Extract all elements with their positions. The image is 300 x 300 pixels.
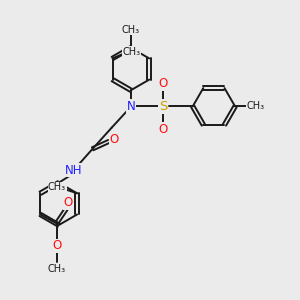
Text: O: O	[64, 196, 73, 209]
Text: CH₃: CH₃	[122, 25, 140, 34]
Text: O: O	[110, 133, 119, 146]
Text: O: O	[159, 77, 168, 90]
Text: CH₃: CH₃	[123, 47, 141, 57]
Text: O: O	[159, 123, 168, 136]
Text: O: O	[52, 239, 61, 252]
Text: CH₃: CH₃	[47, 264, 66, 274]
Text: S: S	[159, 100, 167, 113]
Text: NH: NH	[65, 164, 82, 176]
Text: CH₃: CH₃	[247, 101, 265, 111]
Text: N: N	[127, 100, 135, 113]
Text: CH₃: CH₃	[48, 182, 66, 192]
